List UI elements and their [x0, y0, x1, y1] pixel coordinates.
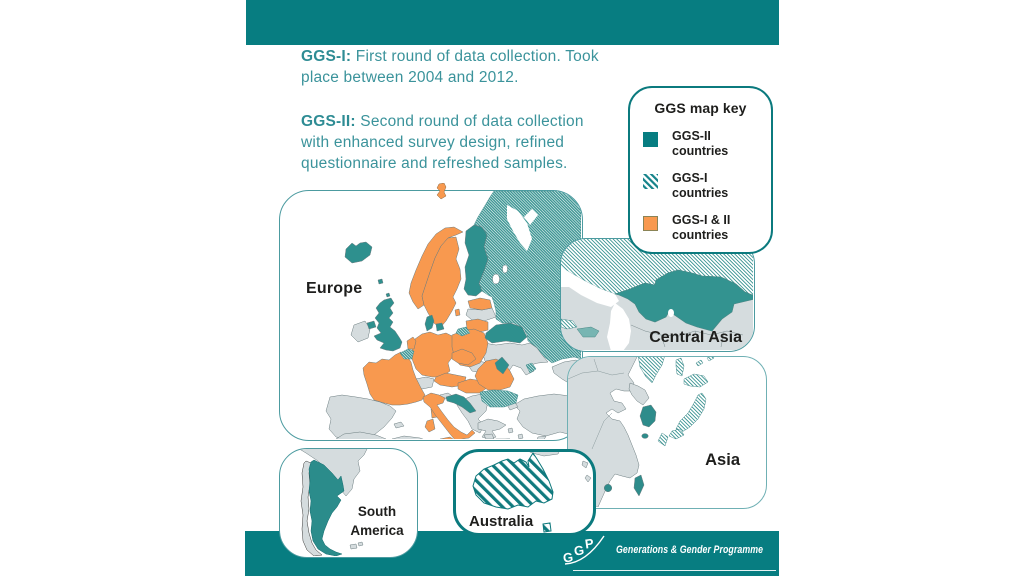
map-south-america — [298, 449, 368, 556]
map-key-item-ggs2: GGS-II countries — [643, 129, 771, 158]
map-key-title: GGS map key — [654, 100, 747, 116]
map-key-label-ggs2: GGS-II countries — [672, 129, 729, 158]
map-key: GGS map key GGS-II countries GGS-I count… — [628, 86, 773, 254]
map-key-label-ggs1: GGS-I countries — [672, 171, 729, 200]
label-australia: Australia — [469, 513, 534, 530]
map-key-label-ggs1and2: GGS-I & II countries — [672, 213, 731, 242]
swatch-ggs1and2-orange — [643, 216, 658, 231]
ggs1-text: First round of data collection. Took pla… — [301, 48, 599, 87]
panel-europe: Europe — [279, 190, 583, 441]
map-australia — [472, 452, 592, 533]
svalbard-blob — [436, 183, 447, 200]
swatch-ggs1-hatched — [643, 174, 658, 189]
map-key-item-ggs1: GGS-I countries — [643, 171, 771, 200]
label-south-america-text: South America — [350, 504, 404, 538]
ggp-logo: G G P — [562, 536, 605, 566]
label-europe: Europe — [306, 280, 363, 297]
panel-australia: Australia — [453, 449, 596, 536]
swatch-ggs2-solid-teal — [643, 132, 658, 147]
label-asia: Asia — [705, 451, 740, 469]
logo-wordmark: Generations & Gender Programme — [616, 544, 764, 556]
map-europe — [325, 191, 581, 439]
ggs2-text: Second round of data collection with enh… — [301, 112, 584, 173]
ggs2-label: GGS-II: — [301, 112, 356, 130]
label-south-america: South America — [340, 502, 414, 540]
panel-south-america: South America — [279, 448, 418, 558]
label-central-asia: Central Asia — [649, 329, 742, 346]
logo-letter-g2: G — [573, 542, 585, 558]
panel-asia: Asia — [567, 356, 767, 509]
logo-letter-p: P — [584, 536, 595, 552]
top-teal-bar — [246, 0, 779, 45]
logo-underline — [573, 570, 776, 571]
intro-paragraph-ggs1: GGS-I: First round of data collection. T… — [301, 46, 599, 89]
map-key-item-ggs1and2: GGS-I & II countries — [643, 213, 771, 242]
logo-letter-g1: G — [562, 549, 574, 565]
ggs1-label: GGS-I: — [301, 48, 352, 65]
intro-paragraph-ggs2: GGS-II: Second round of data collection … — [301, 111, 599, 175]
panel-central-asia: Central Asia — [560, 238, 755, 352]
map-asia — [568, 357, 715, 507]
intro-text: GGS-I: First round of data collection. T… — [301, 46, 599, 196]
